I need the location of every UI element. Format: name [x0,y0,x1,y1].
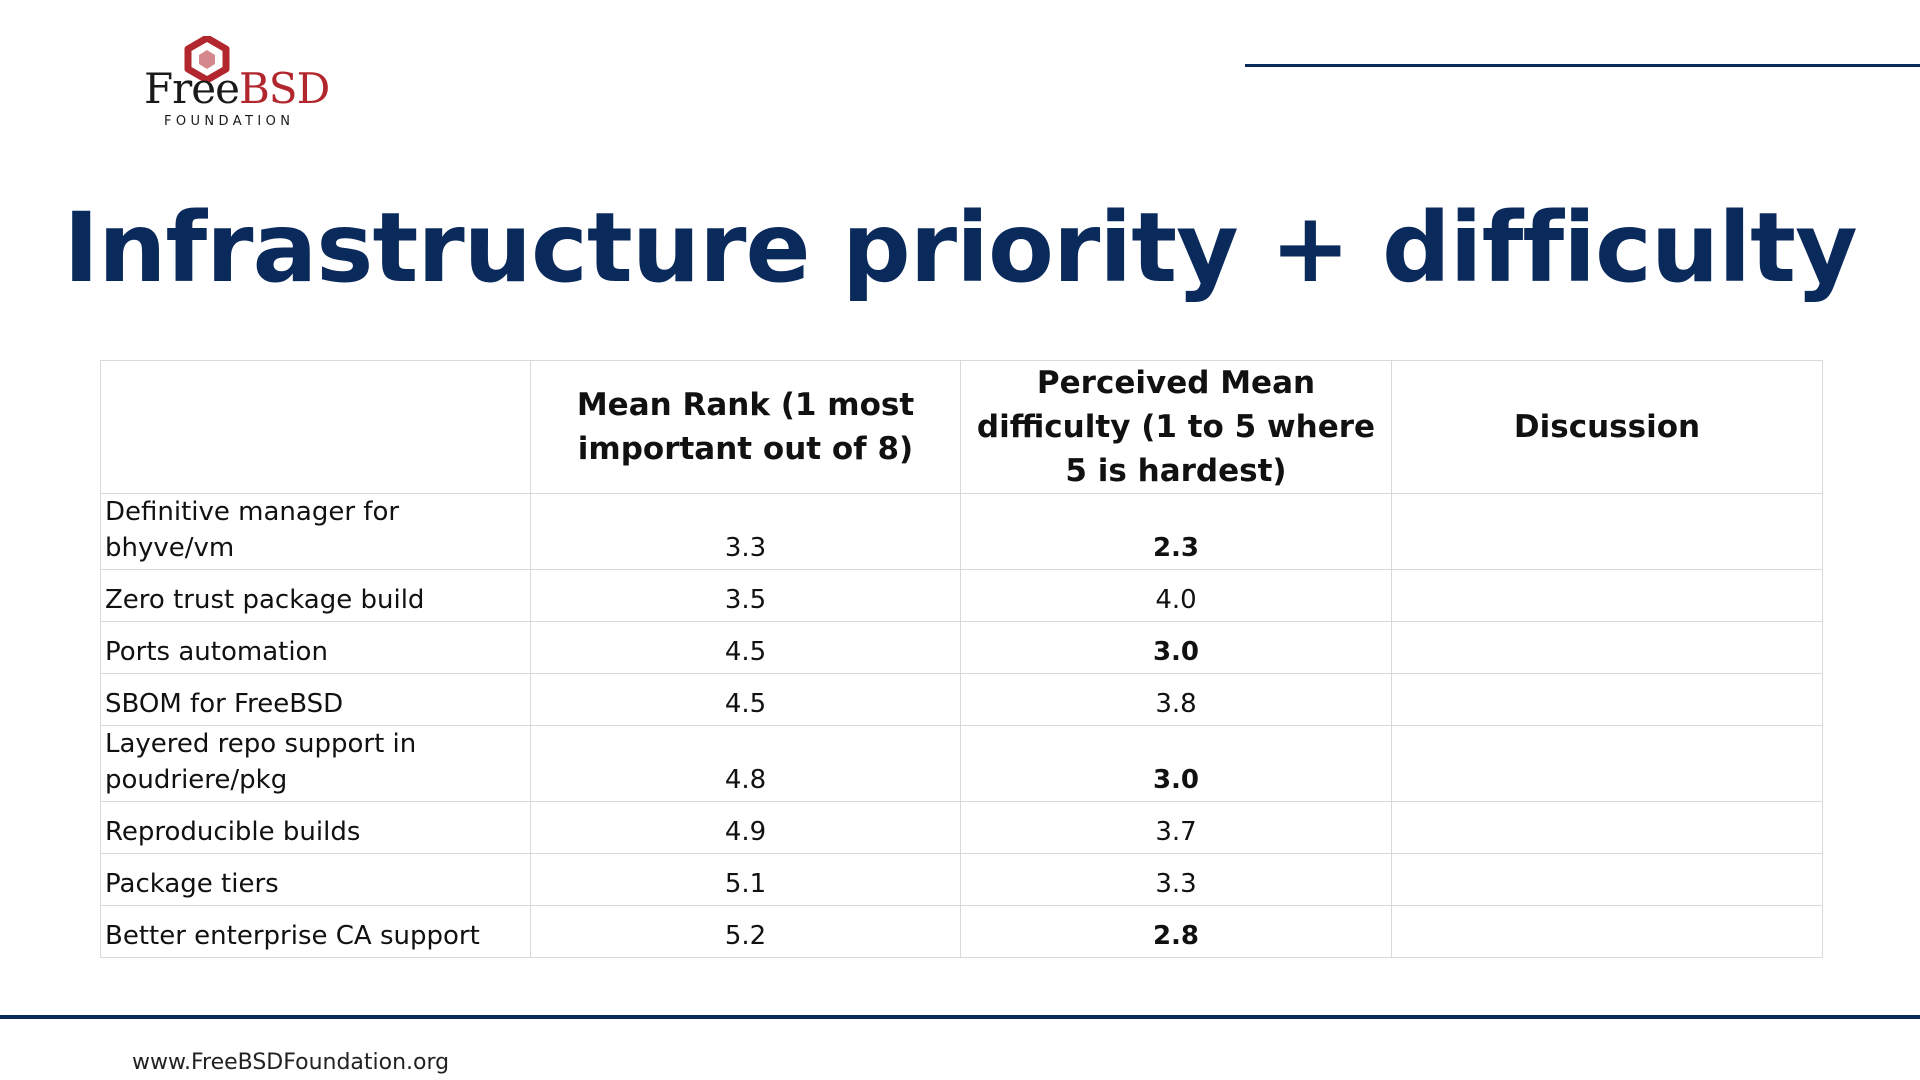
top-divider [1245,64,1920,67]
row-item: Definitive manager for bhyve/vm [100,493,531,570]
table-row: Layered repo support in poudriere/pkg 4.… [100,725,1823,802]
table-row: Ports automation 4.5 3.0 [100,621,1823,674]
row-mean-rank: 4.8 [530,725,961,802]
row-mean-rank: 4.5 [530,621,961,674]
row-discussion[interactable] [1391,801,1823,854]
row-item: SBOM for FreeBSD [100,673,531,726]
table-row: Zero trust package build 3.5 4.0 [100,569,1823,622]
table-row: Better enterprise CA support 5.2 2.8 [100,905,1823,958]
header-difficulty: Perceived Mean difficulty (1 to 5 where … [960,360,1392,494]
row-mean-rank: 5.1 [530,853,961,906]
table-row: Reproducible builds 4.9 3.7 [100,801,1823,854]
row-item: Better enterprise CA support [100,905,531,958]
table-row: Definitive manager for bhyve/vm 3.3 2.3 [100,493,1823,570]
row-item: Layered repo support in poudriere/pkg [100,725,531,802]
row-difficulty: 3.7 [960,801,1392,854]
table-row: Package tiers 5.1 3.3 [100,853,1823,906]
row-difficulty: 3.3 [960,853,1392,906]
table-row: SBOM for FreeBSD 4.5 3.8 [100,673,1823,726]
row-difficulty: 3.0 [960,621,1392,674]
row-difficulty: 3.8 [960,673,1392,726]
row-mean-rank: 4.9 [530,801,961,854]
row-discussion[interactable] [1391,905,1823,958]
row-difficulty: 4.0 [960,569,1392,622]
logo-wordmark: FreeBSD [144,68,330,110]
row-discussion[interactable] [1391,725,1823,802]
bottom-divider [0,1015,1920,1019]
row-difficulty: 3.0 [960,725,1392,802]
priority-difficulty-table: Mean Rank (1 most important out of 8) Pe… [100,360,1823,958]
row-mean-rank: 5.2 [530,905,961,958]
row-item: Zero trust package build [100,569,531,622]
row-difficulty: 2.8 [960,905,1392,958]
row-discussion[interactable] [1391,621,1823,674]
logo-word-bsd: BSD [238,64,330,113]
header-item [100,360,531,494]
freebsd-hexagon-icon [184,36,230,82]
row-item: Package tiers [100,853,531,906]
row-item: Reproducible builds [100,801,531,854]
row-discussion[interactable] [1391,853,1823,906]
header-discussion: Discussion [1391,360,1823,494]
row-discussion[interactable] [1391,569,1823,622]
row-discussion[interactable] [1391,673,1823,726]
row-discussion[interactable] [1391,493,1823,570]
footer-url[interactable]: www.FreeBSDFoundation.org [132,1050,450,1075]
logo-subtitle: FOUNDATION [164,114,295,129]
slide-title: Infrastructure priority + difficulty [63,192,1857,304]
row-item: Ports automation [100,621,531,674]
header-mean-rank: Mean Rank (1 most important out of 8) [530,360,961,494]
row-mean-rank: 3.5 [530,569,961,622]
row-mean-rank: 3.3 [530,493,961,570]
logo-word-free: Free [144,64,240,113]
row-difficulty: 2.3 [960,493,1392,570]
table-header-row: Mean Rank (1 most important out of 8) Pe… [100,360,1823,494]
row-mean-rank: 4.5 [530,673,961,726]
freebsd-foundation-logo: FreeBSD FOUNDATION [144,36,330,132]
